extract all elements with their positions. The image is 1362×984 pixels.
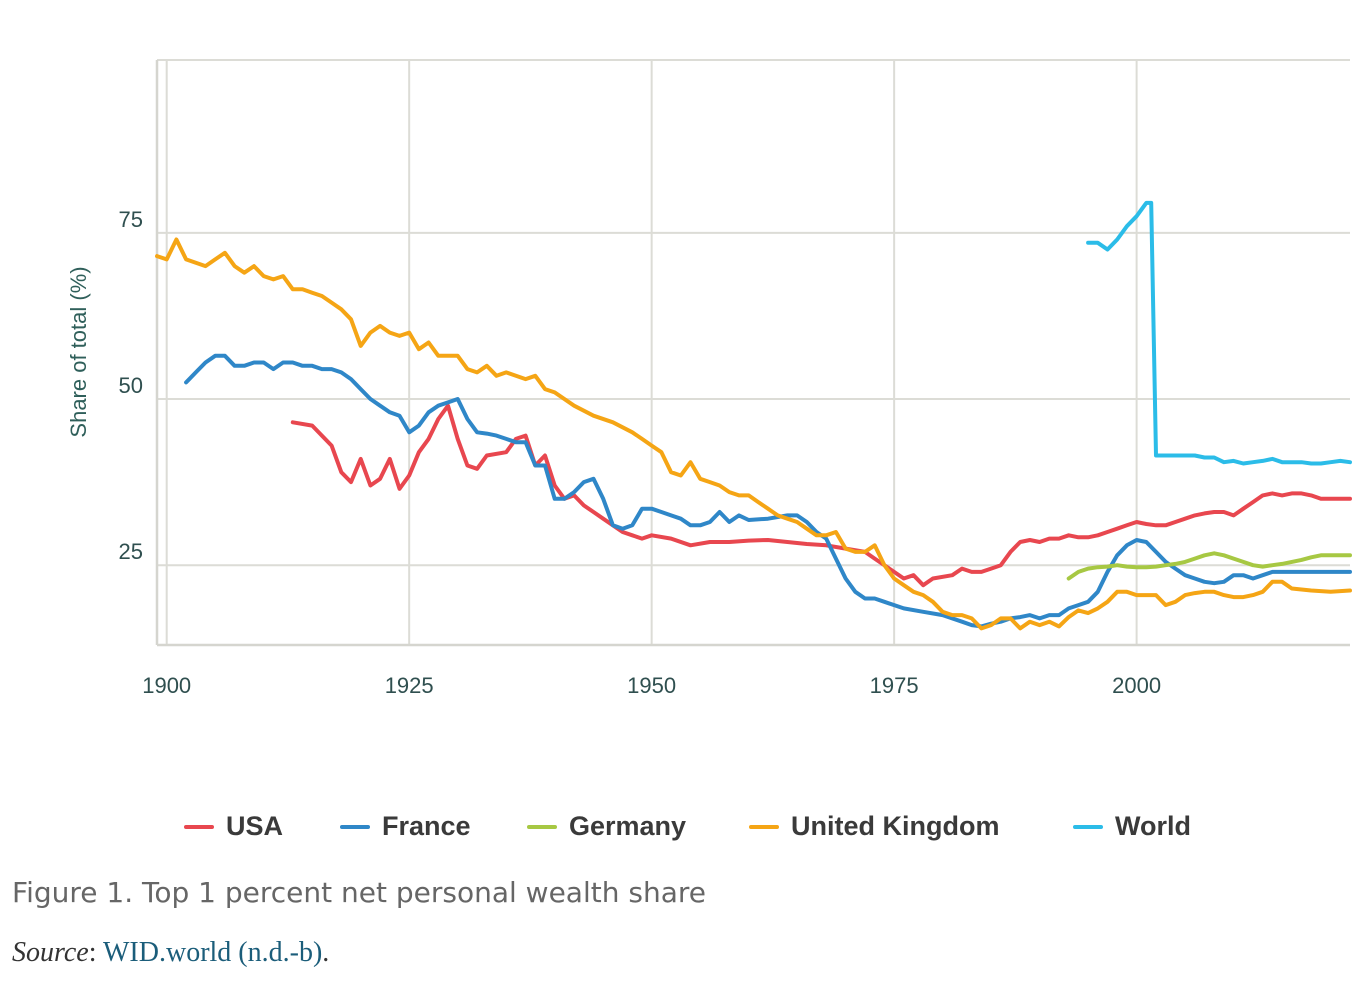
legend-swatch: [1073, 824, 1103, 829]
x-tick-label: 1975: [870, 673, 919, 698]
x-tick-label: 1900: [142, 673, 191, 698]
source-separator: :: [88, 937, 103, 968]
legend-label: France: [382, 811, 471, 841]
source-line: Source: WID.world (n.d.-b).: [12, 937, 329, 969]
y-tick-label: 25: [119, 539, 143, 564]
y-tick-label: 50: [119, 373, 143, 398]
legend-label: Germany: [569, 811, 687, 841]
legend-item-world[interactable]: World: [1073, 811, 1191, 842]
source-link[interactable]: WID.world (n.d.-b): [103, 937, 323, 968]
axes: [155, 60, 1350, 647]
series-line-united-kingdom: [155, 237, 1352, 631]
x-tick-label: 1925: [385, 673, 434, 698]
legend-swatch: [340, 824, 370, 829]
grid-lines: [157, 59, 1350, 645]
legend-swatch: [749, 824, 779, 829]
legend-label: World: [1115, 811, 1191, 841]
tick-labels: 1900 1925 1950 1975 2000 25 50 75: [119, 207, 1162, 698]
figure-caption: Figure 1. Top 1 percent net personal wea…: [12, 876, 706, 909]
source-label: Source: [12, 937, 89, 968]
legend-item-united-kingdom[interactable]: United Kingdom: [749, 811, 999, 842]
series-lines: [155, 200, 1352, 631]
x-tick-label: 1950: [627, 673, 676, 698]
line-chart: 1900 1925 1950 1975 2000 25 50 75 Share of tota…: [66, 59, 1352, 698]
series-line-world: [1086, 200, 1352, 466]
legend-swatch: [527, 824, 557, 829]
legend-item-germany[interactable]: Germany: [527, 811, 686, 842]
series-line-germany: [1066, 551, 1352, 581]
legend-label: United Kingdom: [791, 811, 1000, 841]
legend-label: USA: [226, 811, 284, 841]
y-axis-label: Share of total (%): [66, 266, 91, 437]
legend-swatch: [184, 824, 214, 829]
legend-item-france[interactable]: France: [340, 811, 471, 842]
legend-item-usa[interactable]: USA: [184, 811, 283, 842]
source-trailing: .: [322, 937, 330, 968]
legend: USA France Germany United Kingdom World: [0, 805, 1362, 849]
y-tick-label: 75: [119, 207, 143, 232]
x-tick-label: 2000: [1112, 673, 1161, 698]
series-line-france: [184, 353, 1352, 629]
